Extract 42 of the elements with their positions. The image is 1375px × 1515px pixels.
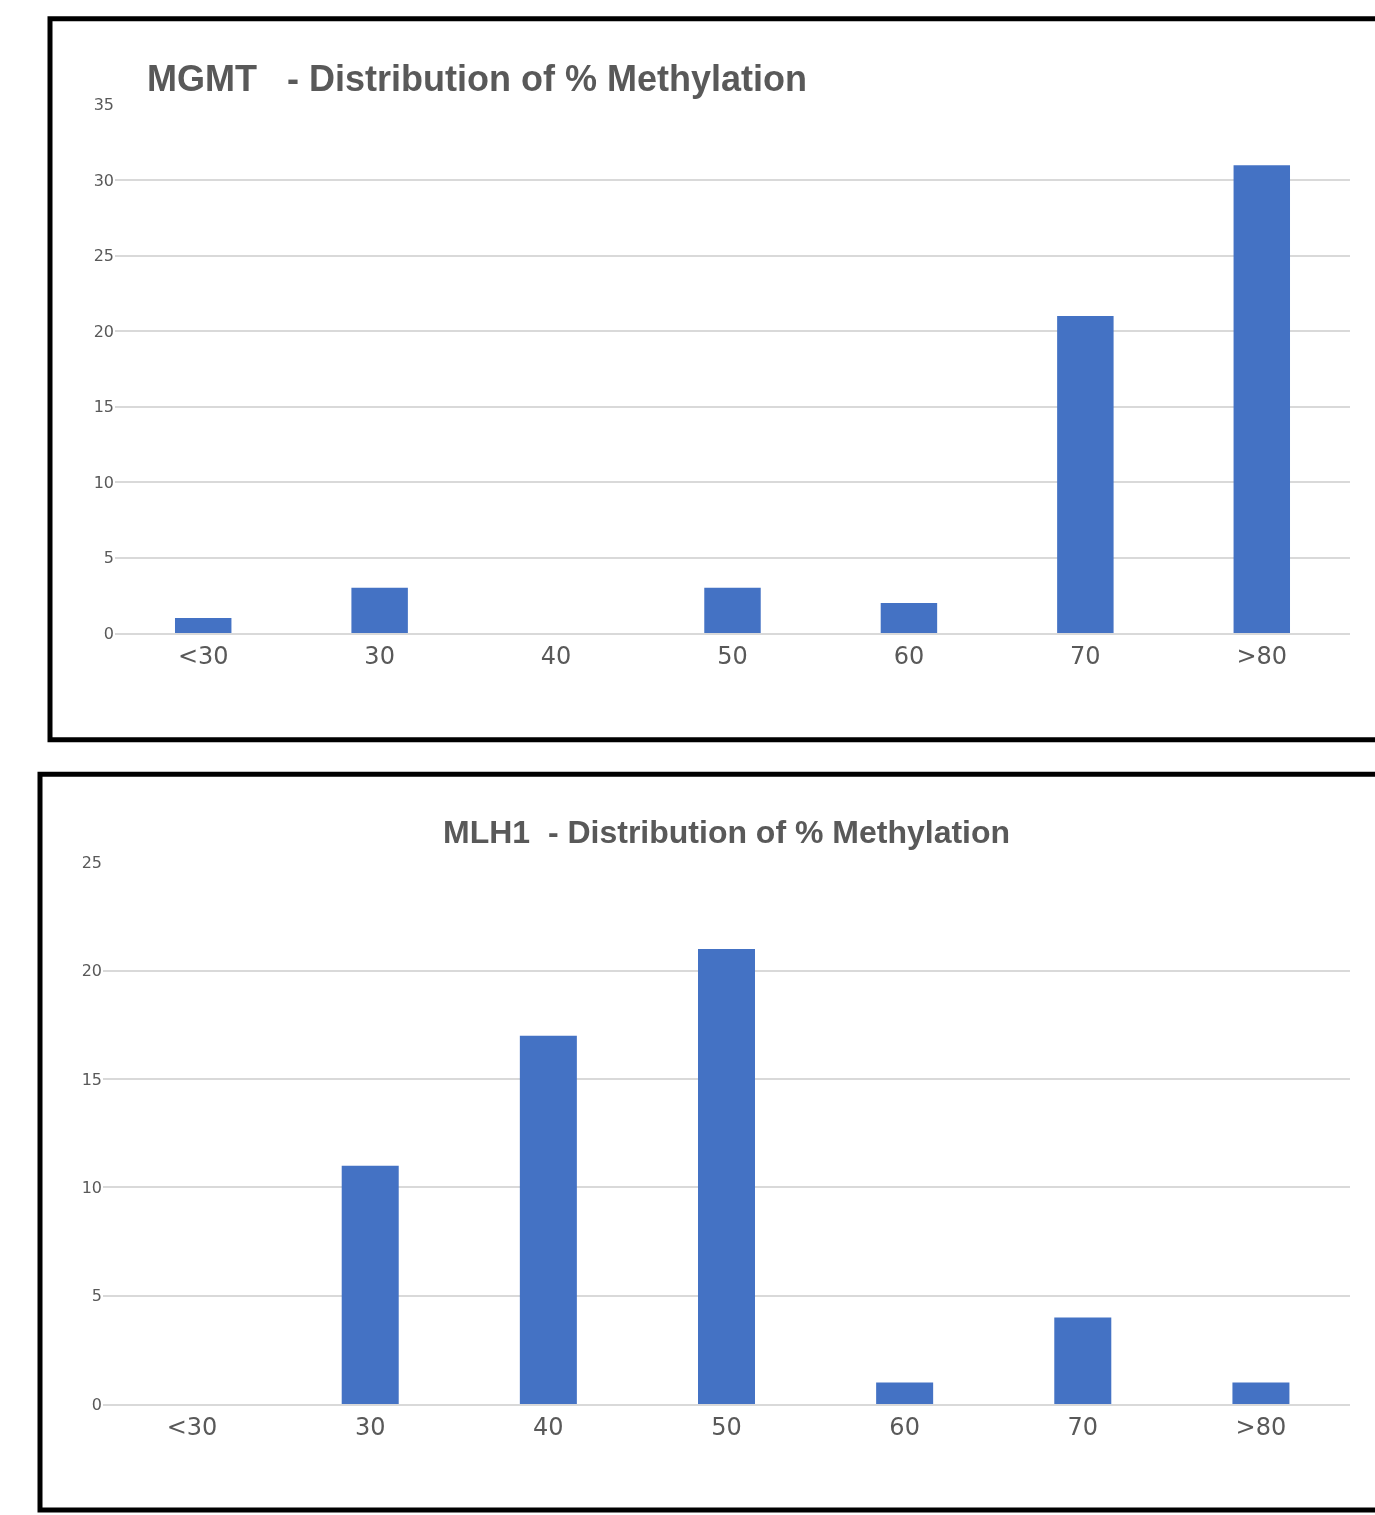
y-tick-label: 25	[93, 246, 114, 266]
bar	[1054, 1317, 1112, 1405]
x-tick-label: <30	[177, 641, 229, 670]
y-tick-label: 20	[93, 321, 114, 341]
y-tick-label: 30	[93, 170, 114, 190]
x-tick-label: 40	[533, 1413, 564, 1442]
bar	[698, 948, 755, 1405]
x-tick-label: 60	[893, 641, 925, 670]
y-tick-label: 10	[93, 472, 114, 492]
y-tick-label: 5	[103, 548, 114, 568]
x-tick-label: 50	[711, 1413, 742, 1442]
y-tick-label: 5	[91, 1286, 102, 1306]
bar	[1232, 1382, 1290, 1405]
y-tick-label: 15	[81, 1069, 102, 1089]
bar	[880, 602, 938, 634]
bar	[341, 1165, 399, 1405]
x-tick-label: 30	[354, 1413, 386, 1442]
bar	[351, 587, 408, 634]
x-tick-label: >80	[1236, 641, 1288, 670]
x-tick-label: >80	[1235, 1413, 1287, 1442]
bar	[1233, 165, 1291, 634]
bar	[174, 617, 232, 634]
chart-title: MLH1 - Distribution of % Methylation	[443, 814, 1011, 850]
bar	[876, 1382, 934, 1405]
y-tick-label: 35	[93, 95, 114, 115]
x-tick-label: 40	[540, 641, 572, 670]
x-tick-label: 50	[717, 641, 748, 670]
x-tick-label: <30	[166, 1413, 218, 1442]
x-tick-label: 30	[364, 641, 395, 670]
y-tick-label: 0	[103, 623, 114, 643]
x-tick-label: 60	[889, 1413, 920, 1442]
y-tick-label: 25	[81, 852, 102, 872]
y-tick-label: 20	[81, 961, 102, 981]
x-tick-label: 70	[1067, 1413, 1099, 1442]
bar	[704, 587, 761, 634]
bar	[1057, 316, 1114, 634]
y-tick-label: 15	[93, 397, 114, 417]
y-tick-label: 10	[81, 1178, 102, 1198]
y-tick-label: 0	[91, 1394, 102, 1414]
bar	[519, 1035, 577, 1405]
chart-title: MGMT - Distribution of % Methylation	[147, 58, 807, 99]
x-tick-label: 70	[1070, 641, 1101, 670]
